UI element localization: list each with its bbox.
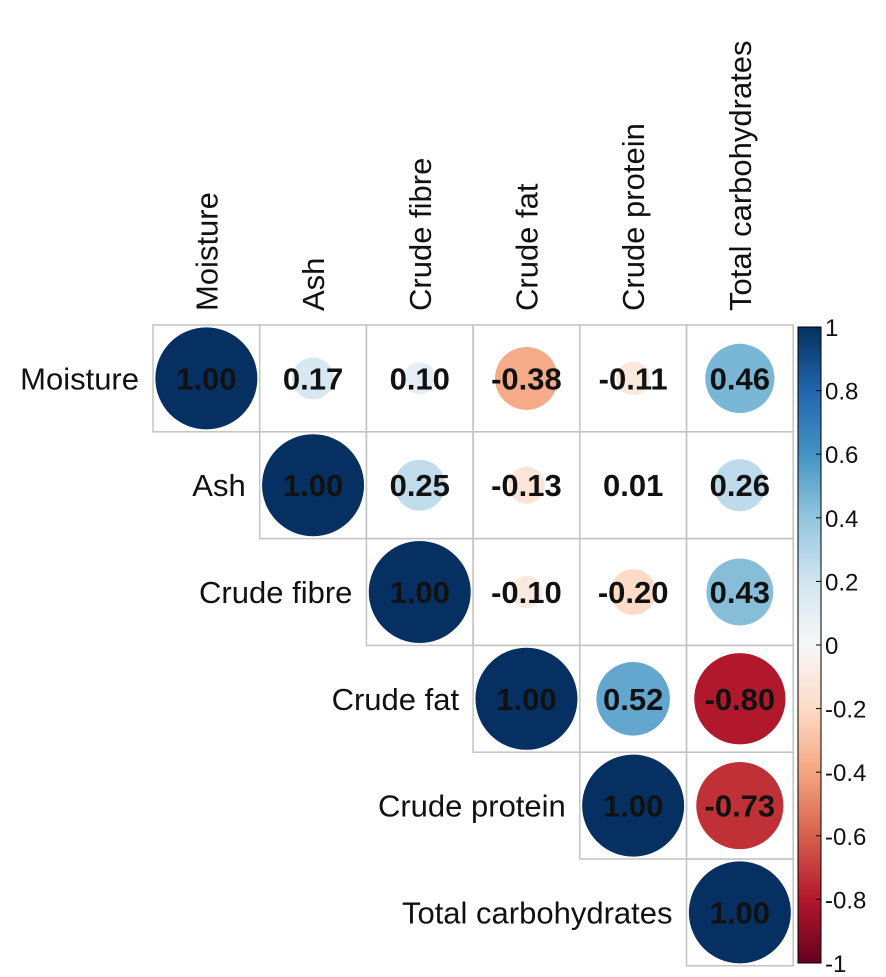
correlation-value: -0.11 — [599, 361, 668, 396]
correlation-value: 0.26 — [710, 468, 770, 503]
correlation-circle — [705, 343, 775, 413]
correlation-value: 0.25 — [390, 468, 450, 503]
correlation-circle — [495, 346, 558, 410]
colorbar-tick-label: 0.4 — [825, 506, 858, 533]
row-label: Crude fibre — [199, 575, 352, 610]
correlation-value: -0.80 — [705, 682, 776, 717]
correlation-circle — [616, 361, 651, 396]
column-label: Total carbohydrates — [723, 40, 758, 311]
correlation-value: 0.43 — [710, 575, 770, 610]
correlation-circle — [596, 662, 670, 736]
correlation-circle — [394, 459, 446, 511]
correlation-circle — [475, 647, 578, 750]
row-label: Moisture — [20, 361, 139, 396]
colorbar-tick-label: -0.8 — [825, 887, 866, 914]
column-labels: Moisture Ash Crude fibre Crude fat Crude pro… — [189, 40, 758, 311]
correlation-circles — [155, 327, 791, 964]
row-label: Ash — [192, 468, 245, 503]
correlation-value: -0.73 — [705, 789, 776, 824]
correlation-value: -0.10 — [491, 575, 562, 610]
correlation-value: 1.00 — [710, 895, 770, 930]
correlation-value: 0.10 — [390, 361, 450, 396]
colorbar-tick-label: -0.6 — [825, 824, 866, 851]
correlation-circle — [403, 362, 436, 395]
correlation-value: -0.20 — [598, 575, 669, 610]
row-labels: Moisture Ash Crude fibre Crude fat Crude pro… — [20, 361, 672, 930]
row-label: Total carbohydrates — [402, 895, 673, 930]
colorbar-tick-label: 0.6 — [825, 442, 858, 469]
grid-cell — [685, 858, 794, 967]
column-label: Crude fibre — [403, 158, 438, 311]
correlation-value: 1.00 — [176, 361, 236, 396]
correlation-circle — [694, 653, 786, 745]
correlation-value: 0.17 — [283, 361, 343, 396]
column-label: Crude protein — [616, 123, 651, 311]
correlation-circle — [582, 754, 685, 857]
correlation-value: 0.46 — [710, 361, 770, 396]
correlation-values: 1.00 0.17 0.10 -0.38 -0.11 0.46 1.00 0.25 -0.13 0… — [176, 361, 775, 930]
row-label: Crude fat — [332, 682, 460, 717]
colorbar-tick-label: 1 — [825, 315, 838, 342]
correlation-circle — [696, 762, 784, 850]
correlation-value: 1.00 — [390, 575, 450, 610]
correlation-circle — [628, 480, 639, 491]
colorbar-ticks: 1 0.8 0.6 0.4 0.2 0 -0.2 -0.4 -0.6 -0.8 -1 — [816, 315, 866, 977]
correlation-value: 1.00 — [496, 682, 556, 717]
correlation-circle — [368, 541, 471, 643]
correlation-value: 1.00 — [603, 789, 663, 824]
column-label: Ash — [296, 258, 331, 311]
correlation-circle — [510, 575, 543, 609]
correlation-value: -0.38 — [491, 361, 562, 396]
correlation-circle — [713, 459, 766, 512]
correlation-circle — [508, 466, 545, 504]
correlation-value: 1.00 — [283, 468, 343, 503]
correlation-circle — [610, 569, 656, 615]
column-label: Crude fat — [509, 183, 544, 311]
correlation-circle — [292, 357, 335, 400]
colorbar-tick-label: -1 — [825, 951, 846, 977]
colorbar-tick-label: 0 — [825, 633, 838, 660]
correlation-circle — [155, 327, 258, 430]
colorbar-tick-label: 0.2 — [825, 569, 858, 596]
correlation-value: 0.01 — [603, 468, 663, 503]
correlation-value: 0.52 — [603, 682, 663, 717]
correlation-value: -0.13 — [491, 468, 562, 503]
correlation-circle — [688, 861, 791, 964]
row-label: Crude protein — [378, 789, 566, 824]
colorbar-tick-label: 0.8 — [825, 379, 858, 406]
correlation-circle — [706, 558, 774, 626]
cell-grid — [152, 324, 794, 967]
correlation-circle — [262, 434, 365, 537]
colorbar: 1 0.8 0.6 0.4 0.2 0 -0.2 -0.4 -0.6 -0.8 -1 — [797, 315, 866, 977]
colorbar-tick-label: -0.4 — [825, 760, 866, 787]
column-label: Moisture — [189, 192, 224, 311]
colorbar-tick-label: -0.2 — [825, 697, 866, 724]
